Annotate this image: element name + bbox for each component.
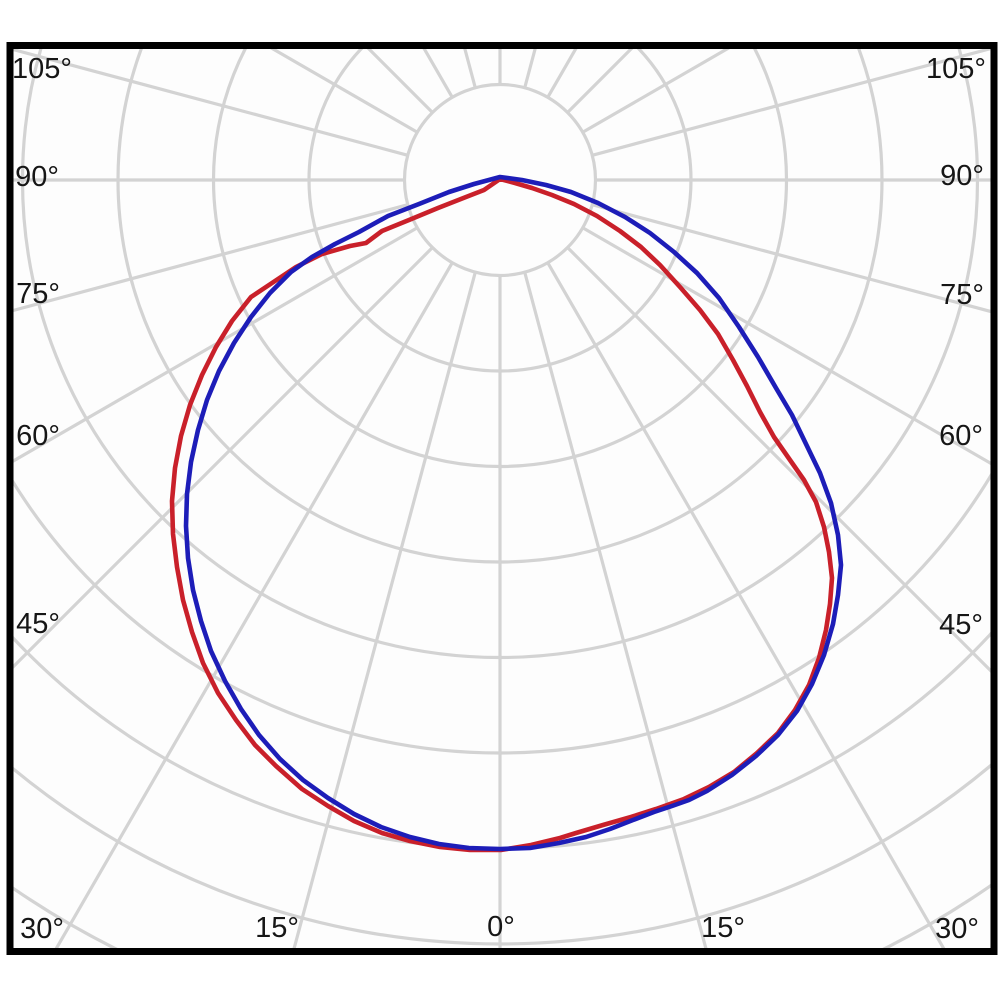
grid-ray-45deg — [566, 246, 991, 673]
grid-ray-75deg — [591, 203, 991, 314]
grid-ray-60deg — [581, 226, 991, 466]
grid-ray-30deg — [546, 261, 946, 948]
grid-ray-330deg — [54, 261, 454, 948]
grid-ray-285deg — [13, 203, 409, 313]
grid-ray-300deg — [13, 226, 419, 463]
grid-ray-315deg — [13, 246, 434, 669]
intensity-curves — [169, 174, 844, 853]
chart-border — [6, 42, 998, 955]
grid-ray-345deg — [292, 271, 477, 948]
grid-ray-105deg — [591, 49, 991, 157]
grid-ray-255deg — [13, 49, 409, 157]
blue-curve-path — [183, 174, 844, 852]
red-curve-path — [169, 176, 835, 853]
grid-ray-15deg — [523, 271, 708, 948]
